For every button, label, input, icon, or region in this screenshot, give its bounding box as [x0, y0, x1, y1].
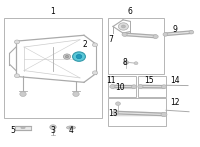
- Polygon shape: [165, 31, 192, 36]
- Bar: [138, 76, 166, 97]
- Circle shape: [76, 55, 82, 59]
- Polygon shape: [112, 86, 134, 88]
- Circle shape: [116, 102, 120, 105]
- Circle shape: [121, 25, 125, 28]
- Bar: [108, 18, 164, 74]
- Text: 15: 15: [144, 76, 154, 85]
- Circle shape: [118, 23, 128, 30]
- Circle shape: [63, 54, 71, 59]
- Circle shape: [73, 92, 79, 96]
- Text: 9: 9: [173, 25, 177, 34]
- Bar: [108, 98, 166, 126]
- Polygon shape: [15, 126, 31, 130]
- Circle shape: [14, 74, 20, 78]
- Text: 7: 7: [109, 35, 113, 44]
- Ellipse shape: [21, 127, 25, 129]
- Text: 4: 4: [69, 126, 73, 135]
- Text: 10: 10: [115, 83, 125, 92]
- Circle shape: [50, 125, 56, 130]
- Text: 14: 14: [170, 76, 180, 85]
- Circle shape: [73, 52, 85, 61]
- Circle shape: [20, 92, 26, 96]
- Circle shape: [134, 62, 138, 65]
- Ellipse shape: [69, 127, 73, 128]
- Text: 8: 8: [123, 58, 127, 67]
- Circle shape: [122, 32, 127, 36]
- Text: 5: 5: [11, 126, 15, 135]
- Ellipse shape: [66, 126, 76, 129]
- Circle shape: [92, 43, 98, 47]
- Circle shape: [161, 112, 167, 117]
- Text: 1: 1: [51, 7, 55, 16]
- Circle shape: [163, 33, 168, 36]
- Bar: [4, 18, 102, 118]
- Circle shape: [138, 85, 143, 88]
- Polygon shape: [140, 86, 164, 88]
- Circle shape: [131, 85, 137, 89]
- Text: 11: 11: [106, 76, 116, 85]
- Circle shape: [110, 85, 115, 88]
- Circle shape: [123, 61, 129, 64]
- Polygon shape: [124, 33, 156, 38]
- Text: 3: 3: [51, 126, 55, 135]
- Text: 13: 13: [108, 109, 118, 118]
- Text: 12: 12: [170, 98, 180, 107]
- Text: 6: 6: [128, 7, 132, 16]
- Circle shape: [14, 40, 20, 44]
- Circle shape: [92, 71, 98, 75]
- Polygon shape: [115, 111, 164, 116]
- Bar: [108, 76, 136, 97]
- Circle shape: [153, 35, 158, 39]
- Circle shape: [65, 55, 69, 58]
- Circle shape: [189, 30, 194, 34]
- Circle shape: [161, 85, 167, 89]
- Text: 2: 2: [83, 40, 87, 49]
- Circle shape: [112, 110, 118, 115]
